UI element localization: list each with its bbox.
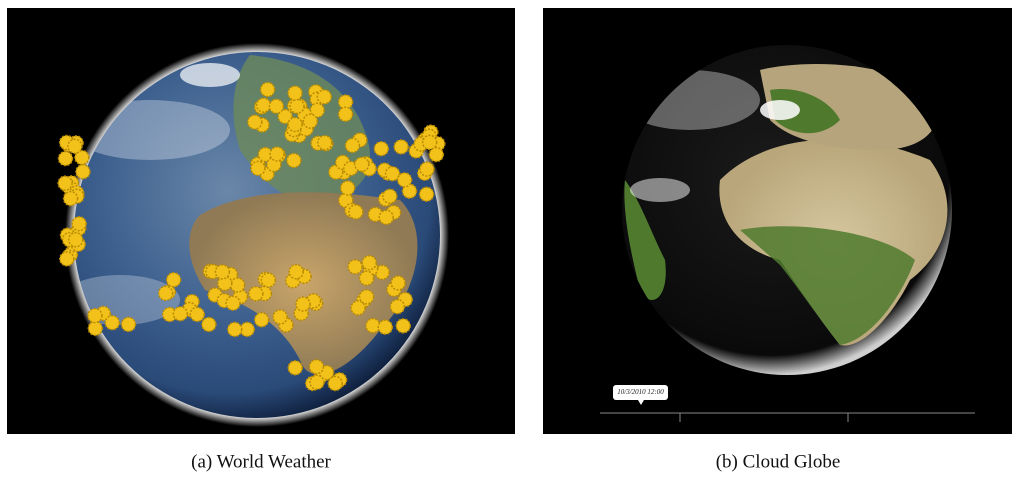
weather-marker[interactable] — [386, 167, 400, 181]
page: 10/3/2010 12:00 (a) World Weather (b) Cl… — [0, 0, 1014, 477]
cloud — [180, 63, 240, 87]
weather-marker[interactable] — [167, 273, 181, 287]
weather-marker[interactable] — [270, 147, 284, 161]
weather-marker[interactable] — [289, 265, 303, 279]
weather-marker[interactable] — [328, 376, 342, 390]
weather-marker[interactable] — [309, 360, 323, 374]
weather-marker[interactable] — [58, 152, 72, 166]
weather-marker[interactable] — [378, 320, 392, 334]
weather-marker[interactable] — [248, 115, 262, 129]
weather-marker[interactable] — [355, 157, 369, 171]
weather-marker[interactable] — [273, 310, 287, 324]
weather-marker[interactable] — [287, 153, 301, 167]
weather-marker[interactable] — [391, 276, 405, 290]
weather-marker[interactable] — [64, 192, 78, 206]
weather-marker[interactable] — [396, 319, 410, 333]
caption-b: (b) Cloud Globe — [716, 451, 841, 472]
weather-marker[interactable] — [88, 321, 102, 335]
weather-marker[interactable] — [366, 319, 380, 333]
weather-marker[interactable] — [215, 265, 229, 279]
weather-marker[interactable] — [296, 297, 310, 311]
weather-marker[interactable] — [398, 173, 412, 187]
weather-marker[interactable] — [360, 271, 374, 285]
weather-marker[interactable] — [88, 309, 102, 323]
weather-marker[interactable] — [231, 278, 245, 292]
weather-marker[interactable] — [255, 313, 269, 327]
weather-marker[interactable] — [429, 148, 443, 162]
weather-marker[interactable] — [249, 287, 263, 301]
weather-marker[interactable] — [394, 140, 408, 154]
weather-marker[interactable] — [423, 135, 437, 149]
weather-marker[interactable] — [379, 210, 393, 224]
weather-marker[interactable] — [288, 361, 302, 375]
weather-marker[interactable] — [228, 322, 242, 336]
weather-marker[interactable] — [318, 136, 332, 150]
timestamp: 10/3/2010 12:00 — [617, 388, 664, 396]
weather-marker[interactable] — [257, 98, 271, 112]
weather-marker[interactable] — [261, 83, 275, 97]
cloud — [760, 100, 800, 120]
cloud — [630, 178, 690, 202]
weather-marker[interactable] — [317, 90, 331, 104]
weather-marker[interactable] — [251, 161, 265, 175]
weather-marker[interactable] — [341, 181, 355, 195]
weather-marker[interactable] — [159, 286, 173, 300]
weather-marker[interactable] — [288, 118, 302, 132]
weather-marker[interactable] — [420, 162, 434, 176]
weather-marker[interactable] — [226, 296, 240, 310]
weather-marker[interactable] — [290, 99, 304, 113]
weather-marker[interactable] — [349, 205, 363, 219]
weather-marker[interactable] — [68, 139, 82, 153]
weather-marker[interactable] — [121, 317, 135, 331]
weather-marker[interactable] — [288, 86, 302, 100]
weather-marker[interactable] — [269, 99, 283, 113]
weather-marker[interactable] — [339, 107, 353, 121]
weather-marker[interactable] — [348, 260, 362, 274]
weather-marker[interactable] — [105, 316, 119, 330]
weather-marker[interactable] — [310, 375, 324, 389]
weather-marker[interactable] — [76, 165, 90, 179]
weather-marker[interactable] — [374, 142, 388, 156]
caption-a: (a) World Weather — [191, 451, 331, 472]
weather-marker[interactable] — [190, 307, 204, 321]
weather-marker[interactable] — [390, 300, 404, 314]
figure: 10/3/2010 12:00 (a) World Weather (b) Cl… — [0, 0, 1014, 477]
weather-marker[interactable] — [69, 233, 83, 247]
weather-marker[interactable] — [360, 290, 374, 304]
weather-marker[interactable] — [383, 189, 397, 203]
weather-marker[interactable] — [58, 176, 72, 190]
weather-marker[interactable] — [202, 317, 216, 331]
weather-marker[interactable] — [420, 187, 434, 201]
weather-marker[interactable] — [362, 256, 376, 270]
weather-marker[interactable] — [60, 252, 74, 266]
weather-marker[interactable] — [72, 217, 86, 231]
weather-marker[interactable] — [345, 138, 359, 152]
weather-marker[interactable] — [173, 307, 187, 321]
weather-marker[interactable] — [261, 273, 275, 287]
weather-marker[interactable] — [303, 114, 317, 128]
